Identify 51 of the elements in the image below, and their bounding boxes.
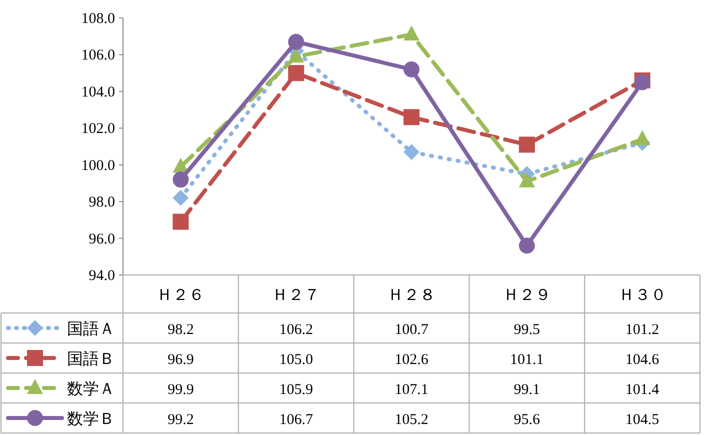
- point: [288, 65, 304, 82]
- point: [288, 48, 304, 63]
- point: [634, 130, 650, 146]
- data-label: 105.0: [279, 352, 313, 368]
- x-tick-label: Ｈ２６: [156, 287, 205, 304]
- data-label: 99.1: [514, 382, 540, 398]
- point: [172, 172, 189, 188]
- y-tick-label: 94.0: [88, 268, 115, 284]
- x-tick-label: Ｈ２９: [502, 287, 551, 304]
- point: [518, 238, 535, 254]
- y-tick-label: 96.0: [88, 231, 115, 248]
- data-label: 99.9: [168, 382, 194, 398]
- point: [404, 109, 420, 126]
- data-label: 98.2: [168, 322, 194, 338]
- data-label: 95.6: [514, 412, 541, 428]
- data-label: 99.2: [168, 412, 194, 428]
- y-tick-label: 104.0: [81, 84, 115, 100]
- data-label: 100.7: [394, 322, 429, 338]
- data-label: 105.9: [279, 382, 313, 398]
- data-label: 104.5: [625, 412, 660, 428]
- x-tick-label: Ｈ２８: [388, 287, 436, 304]
- y-tick-label: 100.0: [81, 158, 115, 174]
- data-label: 96.9: [168, 352, 194, 368]
- point: [404, 61, 420, 78]
- point: [518, 136, 535, 153]
- y-tick-label: 98.0: [88, 194, 115, 211]
- data-label: 104.6: [625, 352, 660, 368]
- legend-label: 国語Ａ: [67, 320, 115, 338]
- point: [172, 214, 189, 230]
- data-label: 101.2: [625, 322, 660, 338]
- legend-label: 国語Ｂ: [67, 350, 115, 368]
- data-label: 101.1: [510, 352, 544, 368]
- data-label: 105.2: [394, 412, 428, 428]
- data-label: 102.6: [394, 352, 429, 368]
- data-label: 101.4: [625, 382, 660, 398]
- point: [404, 144, 420, 160]
- point: [404, 26, 420, 41]
- y-tick-label: 108.0: [81, 11, 115, 27]
- legend-label: 数学Ａ: [67, 380, 115, 398]
- x-tick-label: Ｈ２７: [272, 287, 320, 304]
- y-tick-label: 106.0: [81, 48, 115, 64]
- y-tick-label: 102.0: [81, 121, 115, 138]
- data-label: 106.7: [279, 412, 314, 428]
- legend-label: 数学Ｂ: [67, 410, 115, 428]
- point: [172, 190, 189, 206]
- x-tick-label: Ｈ３０: [618, 287, 666, 304]
- data-label: 106.2: [279, 322, 313, 338]
- data-label: 107.1: [394, 382, 428, 398]
- data-label: 99.5: [514, 322, 540, 338]
- point: [288, 34, 304, 50]
- point: [518, 172, 535, 188]
